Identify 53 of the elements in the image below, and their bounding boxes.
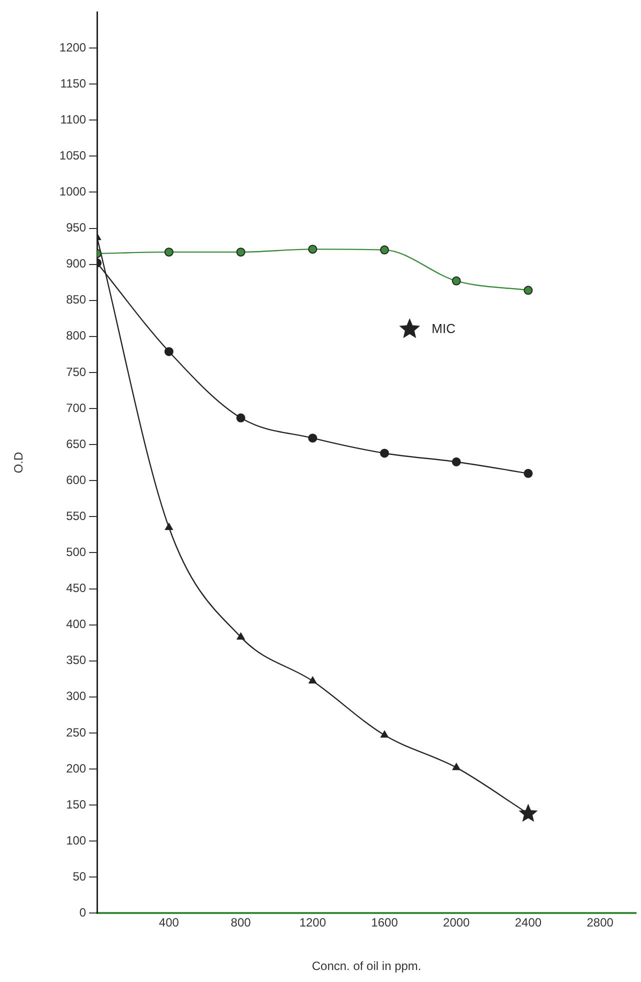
x-tick-label: 1600 xyxy=(371,916,398,930)
point xyxy=(452,457,461,466)
y-tick-label: 500 xyxy=(66,545,86,560)
point xyxy=(164,522,173,530)
x-tick-label: 2400 xyxy=(514,916,542,930)
point xyxy=(308,244,318,254)
x-tick-label: 800 xyxy=(230,916,252,930)
y-tick-label: 750 xyxy=(66,364,86,379)
point xyxy=(524,286,533,295)
y-tick-label: 300 xyxy=(66,689,86,704)
point xyxy=(308,434,318,443)
y-tick-label: 450 xyxy=(66,581,86,596)
point xyxy=(380,245,390,254)
point xyxy=(518,804,538,822)
y-tick-label: 700 xyxy=(66,400,86,415)
y-tick-label: 800 xyxy=(66,328,86,343)
y-tick-label: 350 xyxy=(66,653,86,668)
y-tick-label: 1200 xyxy=(59,40,86,54)
y-tick-label: 400 xyxy=(66,617,86,632)
legend-label: MIC xyxy=(432,320,456,336)
y-tick-label: 600 xyxy=(66,472,86,487)
point xyxy=(452,276,461,286)
y-tick-label: 50 xyxy=(72,869,86,884)
y-tick-label: 150 xyxy=(66,797,86,812)
point xyxy=(236,632,245,640)
point xyxy=(164,347,174,356)
y-tick-label: 900 xyxy=(66,256,86,271)
x-tick-label: 2800 xyxy=(586,916,614,930)
x-tick-label: 1200 xyxy=(299,916,326,930)
y-tick-label: 1050 xyxy=(59,148,86,163)
point xyxy=(164,248,174,257)
point xyxy=(236,413,246,422)
y-tick-label: 100 xyxy=(66,833,86,848)
y-tick-label: 650 xyxy=(66,436,86,451)
point xyxy=(236,248,246,257)
point xyxy=(308,676,317,684)
point xyxy=(524,468,533,478)
y-tick-label: 850 xyxy=(66,292,86,307)
y-axis-title: O.D xyxy=(12,452,26,474)
x-axis-title: Concn. of oil in ppm. xyxy=(312,959,422,974)
y-tick-label: 950 xyxy=(66,220,86,235)
y-tick-label: 1150 xyxy=(60,76,86,90)
y-tick-label: 200 xyxy=(66,761,86,776)
y-tick-label: 550 xyxy=(66,508,86,523)
y-tick-label: 1000 xyxy=(59,184,86,199)
point xyxy=(380,448,390,458)
x-tick-label: 2000 xyxy=(443,916,470,930)
y-tick-label: 0 xyxy=(79,906,86,920)
y-tick-label: 1100 xyxy=(60,112,86,126)
point xyxy=(452,763,460,770)
x-tick-label: 400 xyxy=(158,916,180,930)
point xyxy=(380,730,388,738)
y-tick-label: 250 xyxy=(66,725,86,740)
